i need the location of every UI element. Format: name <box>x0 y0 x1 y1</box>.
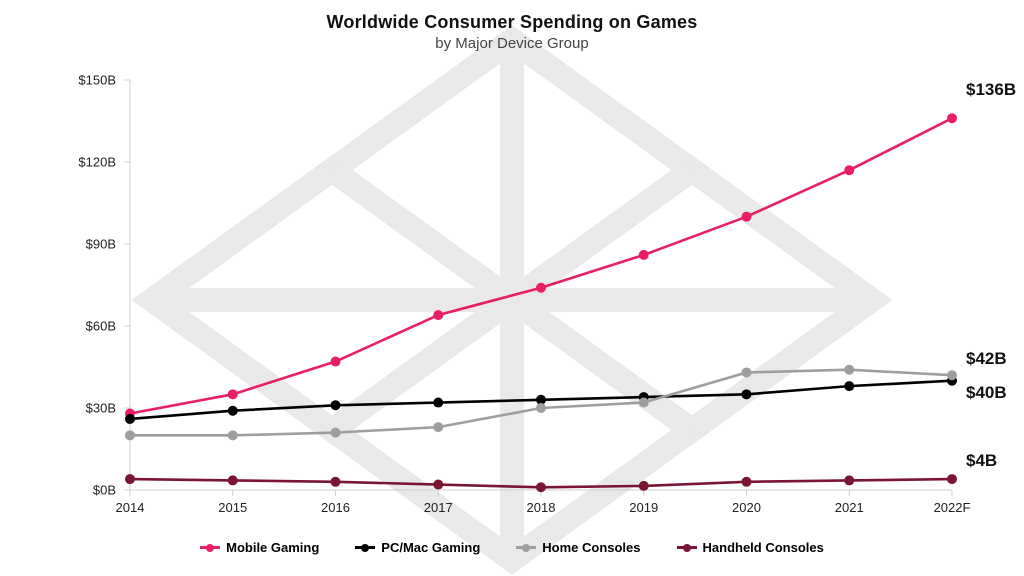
series-marker <box>228 475 238 485</box>
series-marker <box>125 430 135 440</box>
series-marker <box>742 212 752 222</box>
series-marker <box>125 414 135 424</box>
series-marker <box>844 381 854 391</box>
legend-swatch <box>200 546 220 549</box>
series-marker <box>228 389 238 399</box>
legend-swatch <box>677 546 697 549</box>
legend-label: Handheld Consoles <box>703 540 824 555</box>
series-marker <box>433 422 443 432</box>
series-marker <box>844 365 854 375</box>
series-marker <box>947 113 957 123</box>
legend-item: Handheld Consoles <box>677 540 824 555</box>
legend-swatch <box>516 546 536 549</box>
series-marker <box>639 481 649 491</box>
series-marker <box>844 165 854 175</box>
legend-label: PC/Mac Gaming <box>381 540 480 555</box>
series-marker <box>433 398 443 408</box>
legend-swatch <box>355 546 375 549</box>
legend-item: Home Consoles <box>516 540 640 555</box>
series-marker <box>742 477 752 487</box>
series-marker <box>742 389 752 399</box>
series-marker <box>947 474 957 484</box>
series-marker <box>947 370 957 380</box>
series-marker <box>844 475 854 485</box>
chart-subtitle: by Major Device Group <box>0 35 1024 52</box>
line-chart <box>0 0 1024 576</box>
series-marker <box>228 406 238 416</box>
series-marker <box>639 250 649 260</box>
series-marker <box>742 367 752 377</box>
series-marker <box>433 480 443 490</box>
legend-label: Home Consoles <box>542 540 640 555</box>
chart-title: Worldwide Consumer Spending on Games <box>0 12 1024 33</box>
legend-label: Mobile Gaming <box>226 540 319 555</box>
series-marker <box>639 398 649 408</box>
series-marker <box>536 482 546 492</box>
series-marker <box>331 428 341 438</box>
series-marker <box>125 474 135 484</box>
series-marker <box>228 430 238 440</box>
legend: Mobile Gaming PC/Mac Gaming Home Consoles H… <box>0 540 1024 555</box>
legend-item: Mobile Gaming <box>200 540 319 555</box>
series-marker <box>331 357 341 367</box>
legend-item: PC/Mac Gaming <box>355 540 480 555</box>
chart-titles: Worldwide Consumer Spending on Games by … <box>0 12 1024 52</box>
series-marker <box>536 403 546 413</box>
series-marker <box>433 310 443 320</box>
series-marker <box>536 283 546 293</box>
series-marker <box>331 400 341 410</box>
series-marker <box>331 477 341 487</box>
